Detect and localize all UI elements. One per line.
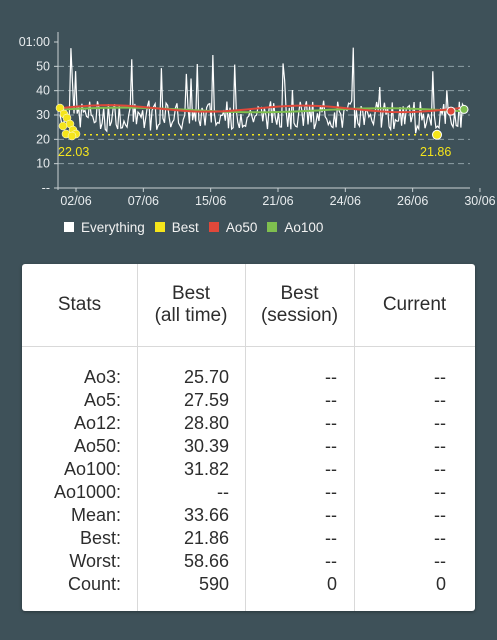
series-ao100-line: [59, 106, 465, 114]
legend-everything: Everything: [64, 220, 145, 235]
header-stats: Stats: [57, 294, 102, 315]
legend-ao100: Ao100: [267, 220, 323, 235]
stat-current: --: [434, 459, 446, 479]
x-tick-label: 15/06: [195, 194, 226, 208]
stat-row-ao12: Ao12: 28.80 -- --: [22, 412, 475, 435]
stat-best-all-time: 28.80: [183, 413, 229, 433]
stat-best-session: --: [325, 390, 337, 410]
header-current: Current: [382, 294, 447, 315]
legend-ao50: Ao50: [208, 219, 258, 235]
stat-best-all-time: 590: [198, 574, 229, 594]
stat-current: --: [434, 436, 446, 456]
best-point: [55, 103, 65, 113]
header-best-all-time: Best (all time): [154, 283, 228, 326]
x-tick-label: 30/06: [464, 194, 495, 208]
stat-current: --: [434, 482, 446, 502]
best-point: [67, 131, 77, 141]
x-tick-label: 21/06: [262, 194, 293, 208]
stat-row-ao5: Ao5: 27.59 -- --: [22, 389, 475, 412]
stat-row-count: Count: 590 0 0: [22, 573, 475, 596]
ao50-end-point: [446, 106, 456, 116]
stat-best-session: --: [325, 459, 337, 479]
legend-best: Best: [154, 219, 199, 235]
stat-label: Ao50:: [73, 436, 121, 456]
stat-label: Ao1000:: [53, 482, 121, 502]
legend-ao100-swatch: [267, 222, 278, 232]
y-tick-label: 01:00: [19, 35, 50, 49]
best-start-label: 22.03: [58, 145, 89, 159]
x-tick-label: 26/06: [397, 194, 428, 208]
stat-best-all-time: --: [217, 482, 229, 502]
header-best-session: Best (session): [260, 283, 339, 326]
stat-best-all-time: 21.86: [183, 528, 229, 548]
stat-row-ao1000: Ao1000: -- -- --: [22, 481, 475, 504]
stat-label: Best:: [79, 528, 121, 548]
y-tick-label: 40: [36, 84, 50, 98]
stat-best-all-time: 58.66: [183, 551, 229, 571]
stat-best-session: --: [325, 528, 337, 548]
stat-best-all-time: 33.66: [183, 505, 229, 525]
stats-card: Stats Best (all time) Best (session) Cur…: [22, 264, 475, 611]
legend-ao50-swatch: [208, 222, 219, 232]
legend-everything-label: Everything: [81, 219, 145, 235]
y-tick-label: 10: [36, 157, 50, 171]
stat-current: --: [434, 528, 446, 548]
stat-current: --: [434, 551, 446, 571]
stat-best-session: --: [325, 551, 337, 571]
stat-current: 0: [435, 574, 446, 594]
y-tick-label: 50: [36, 59, 50, 73]
y-tick-label: 30: [36, 108, 50, 122]
stat-best-session: --: [325, 413, 337, 433]
stat-current: --: [434, 390, 446, 410]
legend-everything-swatch: [64, 222, 74, 232]
stat-label: Ao5:: [83, 390, 121, 410]
stat-label: Ao12:: [73, 413, 121, 433]
ao100-end-point: [459, 104, 469, 114]
column-divider: [245, 264, 246, 611]
stat-label: Mean:: [70, 505, 121, 525]
times-chart[interactable]: 01:00 50 40 30 20 10 -- 02/06 07/06 15/06 21/06 24/…: [0, 0, 497, 248]
legend-ao100-label: Ao100: [284, 219, 324, 235]
best-point: [432, 129, 442, 140]
y-tick-label: --: [42, 181, 50, 195]
stat-row-ao100: Ao100: 31.82 -- --: [22, 458, 475, 481]
legend-best-swatch: [154, 222, 165, 232]
stat-current: --: [434, 413, 446, 433]
stat-row-worst: Worst: 58.66 -- --: [22, 550, 475, 573]
series-everything-line: [59, 47, 465, 134]
series-ao50-line: [59, 104, 465, 114]
stat-current: --: [434, 505, 446, 525]
stat-label: Ao100:: [63, 459, 121, 479]
stat-best-all-time: 30.39: [183, 436, 229, 456]
stat-best-session: --: [325, 482, 337, 502]
x-tick-label: 07/06: [128, 194, 159, 208]
stat-label: Count:: [67, 574, 121, 594]
stat-row-ao3: Ao3: 25.70 -- --: [22, 366, 475, 389]
y-tick-label: 20: [36, 132, 50, 146]
stat-best-all-time: 31.82: [183, 459, 229, 479]
stats-header: [22, 264, 475, 347]
stat-best-all-time: 27.59: [183, 390, 229, 410]
stat-current: --: [434, 367, 446, 387]
column-divider: [354, 264, 355, 611]
stat-best-session: --: [325, 436, 337, 456]
x-tick-label: 02/06: [60, 194, 91, 208]
stat-best-session: --: [325, 505, 337, 525]
x-tick-label: 24/06: [330, 194, 361, 208]
best-end-label: 21.86: [420, 145, 451, 159]
stat-best-all-time: 25.70: [183, 367, 229, 387]
stat-label: Ao3:: [83, 367, 121, 387]
stat-label: Worst:: [69, 551, 121, 571]
legend-best-label: Best: [171, 219, 199, 235]
legend-ao50-label: Ao50: [225, 219, 258, 235]
stat-row-mean: Mean: 33.66 -- --: [22, 504, 475, 527]
stat-row-best: Best: 21.86 -- --: [22, 527, 475, 550]
stat-best-session: 0: [326, 574, 337, 594]
stat-best-session: --: [325, 367, 337, 387]
chart-legend: Everything Best Ao50 Ao100: [64, 218, 325, 236]
column-divider: [137, 264, 138, 611]
best-point: [58, 121, 68, 131]
stat-row-ao50: Ao50: 30.39 -- --: [22, 435, 475, 458]
